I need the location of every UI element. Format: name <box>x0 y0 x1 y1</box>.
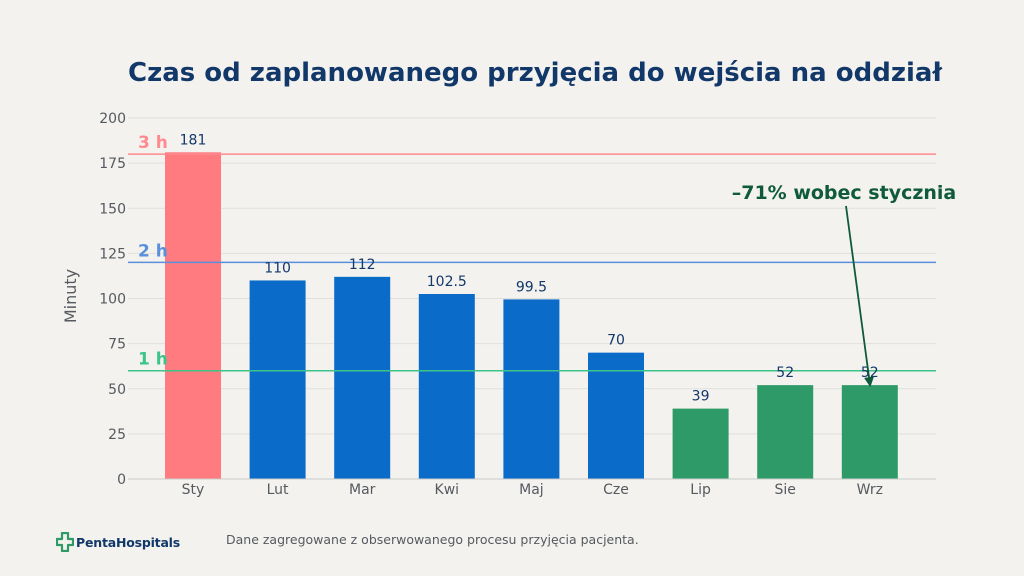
y-tick-label: 75 <box>108 337 126 353</box>
bar-cze <box>588 352 644 479</box>
value-label: 39 <box>692 389 710 405</box>
y-tick-label: 0 <box>117 472 126 488</box>
value-label: 102.5 <box>427 274 467 290</box>
bar-lip <box>672 408 729 479</box>
annotation-text: –71% wobec stycznia <box>732 182 957 204</box>
x-tick-label: Sty <box>182 482 205 498</box>
y-tick-label: 175 <box>99 156 126 172</box>
annotation: –71% wobec stycznia <box>732 182 957 388</box>
y-tick-label: 125 <box>99 246 126 262</box>
y-tick-label: 25 <box>108 427 126 443</box>
value-label: 110 <box>264 260 291 276</box>
bar-kwi <box>418 293 475 479</box>
reference-line-label: 2 h <box>138 241 168 261</box>
logo-text: PentaHospitals <box>76 534 181 550</box>
x-tick-label: Kwi <box>435 482 460 498</box>
value-label: 112 <box>349 257 376 273</box>
bar-mar <box>334 276 391 479</box>
bars <box>165 152 898 480</box>
x-tick-label: Maj <box>519 482 544 498</box>
y-axis-label: Minuty <box>61 269 80 323</box>
bar-lut <box>249 280 306 479</box>
y-tick-label: 50 <box>108 382 126 398</box>
value-label: 52 <box>776 365 794 381</box>
chart-title: Czas od zaplanowanego przyjęcia do wejśc… <box>128 58 943 88</box>
y-tick-label: 150 <box>99 201 126 217</box>
x-tick-label: Sie <box>775 482 796 498</box>
x-tick-label: Mar <box>349 482 376 498</box>
x-tick-label: Lut <box>267 482 289 498</box>
annotation-arrow <box>845 205 874 388</box>
reference-line-label: 3 h <box>138 133 168 153</box>
bar-wrz <box>841 385 898 479</box>
value-label: 181 <box>180 132 207 148</box>
reference-lines: 3 h 2 h 1 h <box>128 133 936 372</box>
footer-note: Dane zagregowane z obserwowanego procesu… <box>226 532 639 547</box>
cross-icon <box>56 532 74 552</box>
y-axis-ticks: 0 25 50 75 100 125 150 175 200 <box>99 111 126 488</box>
bar-sie <box>757 385 814 479</box>
x-tick-label: Wrz <box>857 482 883 498</box>
y-tick-label: 200 <box>99 111 126 127</box>
value-label: 99.5 <box>516 279 547 295</box>
value-label: 70 <box>607 333 625 349</box>
brand-logo: PentaHospitals <box>56 532 180 552</box>
x-tick-label: Lip <box>690 482 711 498</box>
x-axis-ticks: Sty Lut Mar Kwi Maj Cze Lip Sie Wrz <box>182 482 883 498</box>
x-tick-label: Cze <box>603 482 629 498</box>
y-tick-label: 100 <box>99 292 126 308</box>
bar-sty <box>165 152 221 480</box>
bar-maj <box>503 299 560 479</box>
reference-line-label: 1 h <box>138 350 168 370</box>
